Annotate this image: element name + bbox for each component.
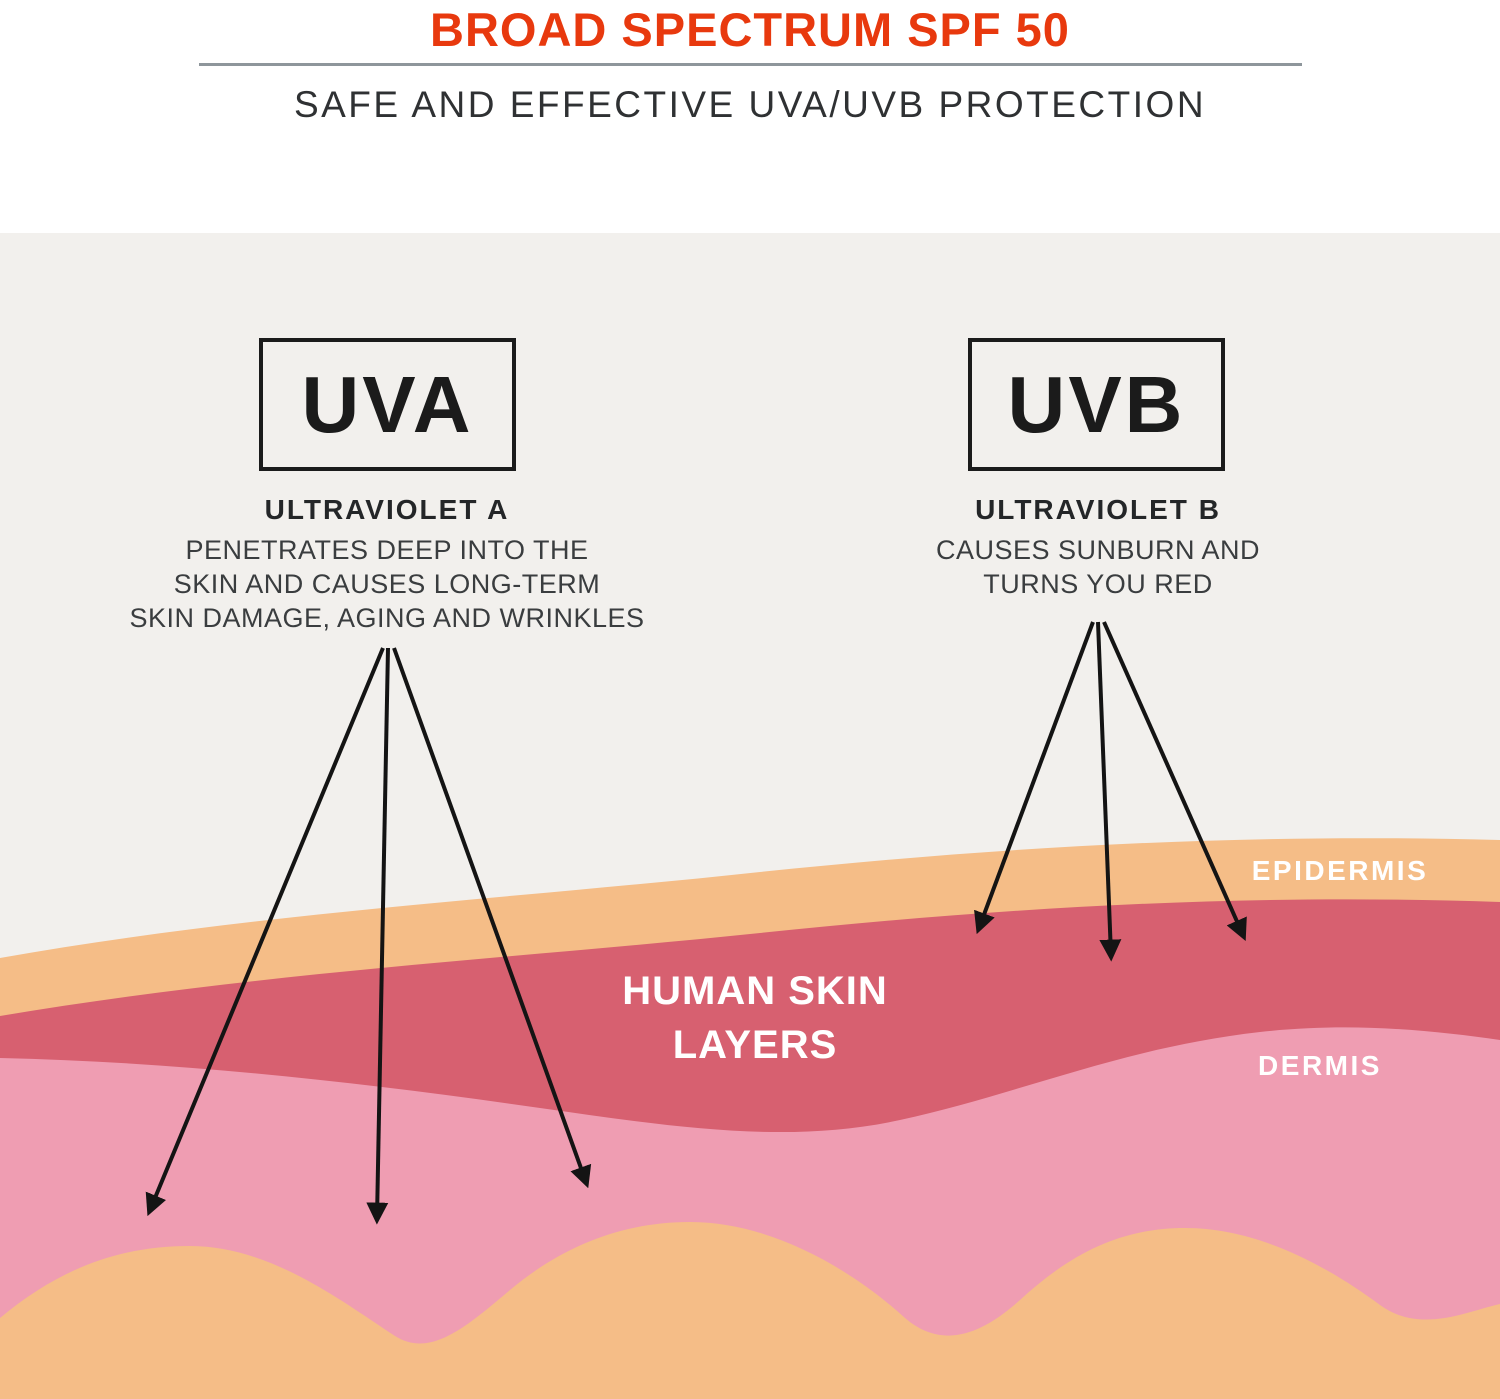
epidermis-label: EPIDERMIS	[1251, 855, 1429, 886]
uva-description-line: SKIN AND CAUSES LONG-TERM	[173, 569, 601, 599]
page-subtitle: SAFE AND EFFECTIVE UVA/UVB PROTECTION	[293, 84, 1207, 125]
uvb-description-line: TURNS YOU RED	[983, 569, 1213, 599]
uva-arrows	[145, 647, 592, 1225]
uvb-arrow-right	[1102, 621, 1247, 942]
uva-arrow-middle	[366, 647, 390, 1225]
uva-description-line: PENETRATES DEEP INTO THE	[185, 535, 589, 565]
title-divider	[199, 63, 1302, 66]
uvb-description: CAUSES SUNBURN AND TURNS YOU RED	[848, 533, 1348, 601]
uvb-box-label: UVB	[1007, 359, 1186, 449]
uvb-description-line: CAUSES SUNBURN AND	[935, 535, 1261, 565]
human-skin-layers-label-line: LAYERS	[672, 1023, 838, 1067]
page-title: BROAD SPECTRUM SPF 50	[430, 3, 1070, 56]
uvb-arrow-middle	[1096, 621, 1122, 962]
subcutaneous-layer	[0, 1222, 1500, 1399]
uvb-arrow-left	[974, 621, 1095, 935]
human-skin-layers-label: HUMAN SKIN LAYERS	[505, 964, 1005, 1072]
uva-arrow-right	[392, 647, 592, 1189]
uva-description-line: SKIN DAMAGE, AGING AND WRINKLES	[129, 603, 645, 633]
human-skin-layers-label-line: HUMAN SKIN	[622, 969, 888, 1013]
uvb-arrows	[974, 621, 1247, 962]
uva-box: UVA	[259, 338, 516, 471]
dermis-label: DERMIS	[1258, 1050, 1382, 1081]
uva-box-label: UVA	[301, 359, 474, 449]
uvb-box: UVB	[968, 338, 1225, 471]
uva-heading: ULTRAVIOLET A	[264, 494, 510, 525]
uva-description: PENETRATES DEEP INTO THE SKIN AND CAUSES…	[87, 533, 687, 635]
uvb-heading: ULTRAVIOLET B	[975, 494, 1221, 525]
uva-arrow-left	[145, 647, 385, 1217]
